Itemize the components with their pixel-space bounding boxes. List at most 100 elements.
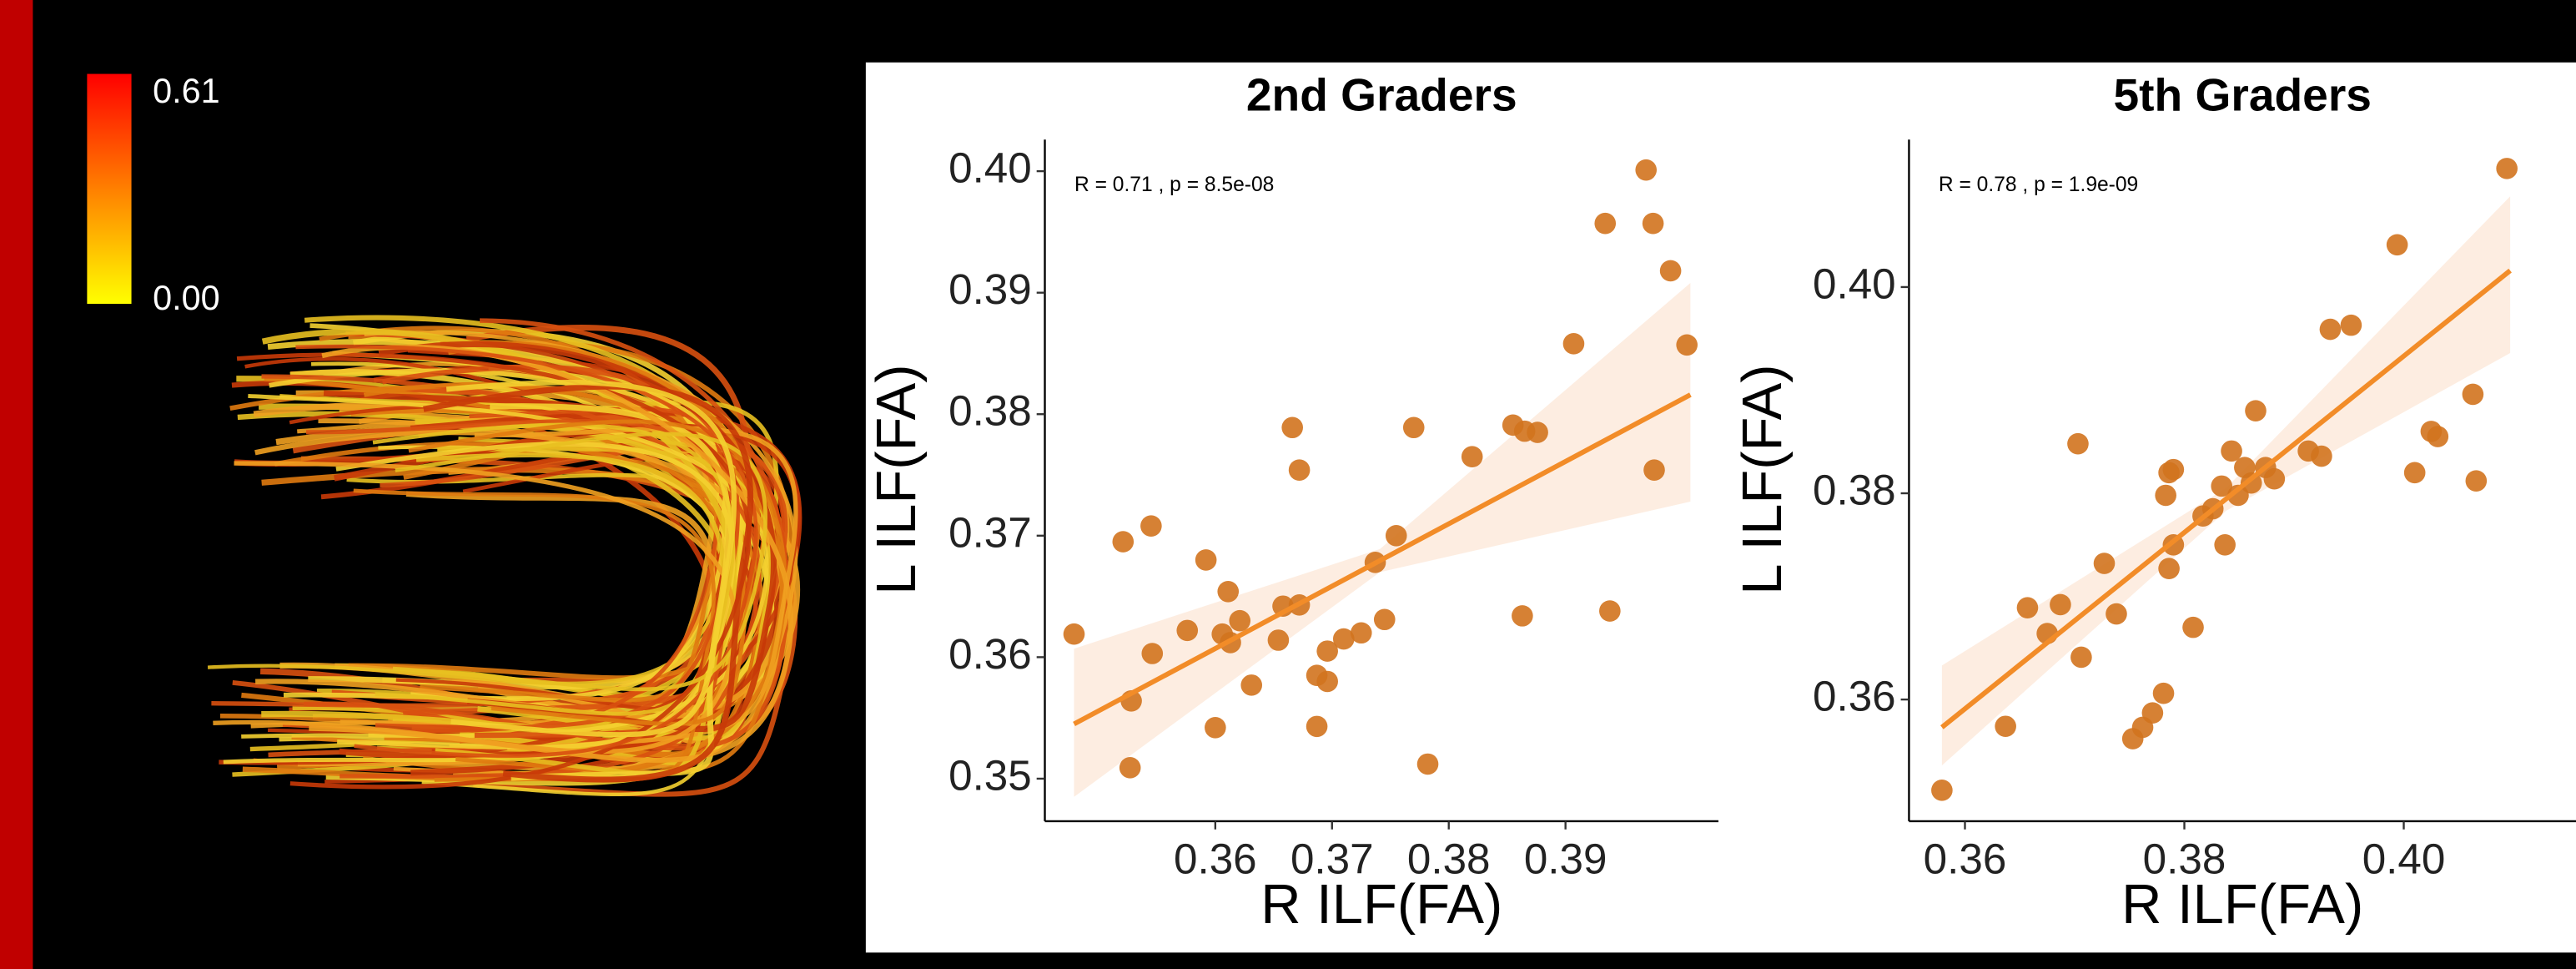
point [1063, 623, 1085, 645]
point [1402, 416, 1425, 439]
colorbar-ramp [87, 73, 132, 305]
fit-line [1940, 268, 2512, 729]
point [1461, 446, 1483, 467]
x-axis-label: R ILF(FA) [2121, 873, 2363, 936]
point [1931, 780, 1953, 801]
point [1240, 674, 1263, 696]
point [2093, 553, 2116, 574]
point [1306, 715, 1328, 738]
fiber [309, 344, 794, 763]
colorbar-label: 0.00 [153, 279, 219, 317]
point [2050, 593, 2071, 616]
point [2311, 445, 2332, 467]
point [1141, 643, 1164, 664]
point [2403, 462, 2426, 484]
point [1267, 629, 1290, 651]
point [1527, 421, 1548, 443]
y-axis-label: L ILF(FA) [865, 364, 928, 594]
y-tick-label: 0.38 [1813, 467, 1896, 514]
point [2221, 440, 2242, 462]
point [1599, 600, 1621, 622]
point [1562, 333, 1585, 355]
point [2141, 702, 2164, 724]
point [2182, 616, 2204, 638]
y-tick-label: 0.36 [1813, 673, 1896, 720]
point [2319, 318, 2342, 341]
point [1416, 753, 1439, 775]
point [2155, 484, 2176, 507]
point [1140, 515, 1162, 537]
point [2211, 475, 2233, 497]
point [1288, 459, 1311, 481]
point [2462, 383, 2484, 406]
point [1316, 670, 1338, 693]
point [1350, 622, 1372, 644]
y-tick-label: 0.37 [948, 508, 1032, 556]
x-tick-label: 0.37 [1291, 835, 1374, 883]
point [1635, 159, 1658, 181]
left-border [0, 0, 33, 969]
chart-title: 5th Graders [2113, 69, 2371, 121]
y-axis-label: L ILF(FA) [1731, 364, 1794, 594]
point [2240, 472, 2262, 494]
point [1373, 608, 1396, 631]
point [1642, 212, 1664, 235]
point [2152, 682, 2175, 704]
point [2340, 314, 2362, 336]
point [1385, 525, 1407, 547]
confidence-band [1074, 283, 1691, 797]
point [2386, 234, 2408, 256]
fiber [261, 374, 762, 779]
point [2067, 432, 2089, 455]
point [2158, 558, 2180, 580]
fiber [445, 380, 737, 738]
point [2427, 426, 2449, 447]
point [1332, 628, 1355, 650]
stat-annotation: R = 0.71 , p = 8.5e-08 [1074, 174, 1274, 196]
point [1643, 459, 1665, 481]
y-tick-label: 0.36 [948, 630, 1032, 678]
x-tick-label: 0.36 [1174, 835, 1257, 883]
x-tick-label: 0.38 [2143, 835, 2226, 883]
point [1594, 212, 1617, 235]
stat-annotation: R = 0.78 , p = 1.9e-09 [1939, 174, 2138, 196]
colorbar: 0.00 0.61 [87, 72, 220, 317]
point [2263, 467, 2286, 490]
fiber [295, 344, 758, 758]
x-tick-label: 0.39 [1524, 835, 1607, 883]
plot-panel [865, 62, 2576, 953]
y-tick-label: 0.40 [948, 144, 1032, 192]
y-tick-label: 0.35 [948, 751, 1032, 799]
chart-title: 2nd Graders [1246, 69, 1517, 121]
point [2465, 470, 2488, 492]
point [1119, 757, 1141, 779]
confidence-band [1941, 196, 2511, 766]
tractography [207, 315, 802, 797]
point [1316, 640, 1338, 662]
point [1995, 715, 2016, 738]
point [1195, 549, 1217, 571]
x-tick-label: 0.38 [1407, 835, 1491, 883]
x-tick-label: 0.40 [2362, 835, 2446, 883]
y-tick-label: 0.38 [948, 387, 1032, 435]
point [1676, 334, 1698, 356]
point [2496, 158, 2518, 179]
point [2245, 400, 2267, 421]
point [1217, 580, 1240, 603]
y-tick-label: 0.40 [1813, 260, 1896, 307]
point [2016, 597, 2039, 618]
point [2070, 646, 2092, 669]
point [2162, 458, 2185, 481]
point [1205, 717, 1226, 739]
point [2214, 534, 2236, 556]
y-tick-label: 0.39 [948, 265, 1032, 313]
x-tick-label: 0.36 [1924, 835, 2007, 883]
colorbar-label: 0.61 [153, 72, 219, 110]
point [1659, 260, 1682, 282]
fit-line [1073, 392, 1692, 727]
point [1512, 605, 1533, 627]
point [1281, 416, 1304, 439]
point [1176, 619, 1199, 642]
